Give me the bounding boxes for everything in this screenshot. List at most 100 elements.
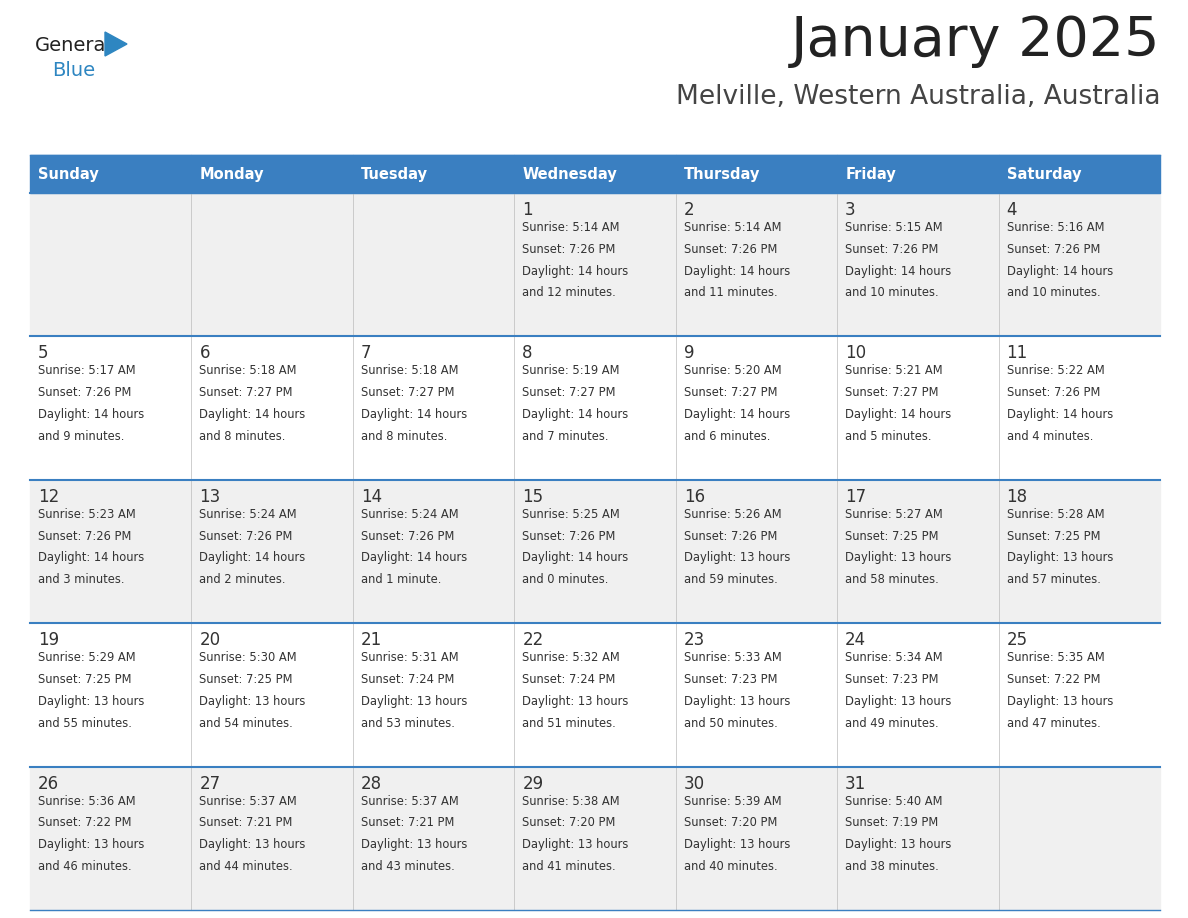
- Text: Daylight: 13 hours: Daylight: 13 hours: [361, 838, 467, 851]
- Text: Daylight: 13 hours: Daylight: 13 hours: [200, 695, 305, 708]
- Text: 24: 24: [845, 632, 866, 649]
- Text: and 2 minutes.: and 2 minutes.: [200, 573, 286, 587]
- Text: Sunset: 7:23 PM: Sunset: 7:23 PM: [845, 673, 939, 686]
- Bar: [30, 336, 191, 480]
- Text: 23: 23: [684, 632, 704, 649]
- Text: 15: 15: [523, 487, 543, 506]
- Text: and 40 minutes.: and 40 minutes.: [684, 860, 777, 873]
- Bar: [191, 193, 353, 336]
- Text: Daylight: 13 hours: Daylight: 13 hours: [684, 695, 790, 708]
- Text: Sunset: 7:24 PM: Sunset: 7:24 PM: [523, 673, 615, 686]
- Bar: [999, 623, 1159, 767]
- Bar: [676, 767, 838, 910]
- Text: Sunrise: 5:21 AM: Sunrise: 5:21 AM: [845, 364, 943, 377]
- Bar: [838, 623, 999, 767]
- Text: and 44 minutes.: and 44 minutes.: [200, 860, 293, 873]
- Text: and 51 minutes.: and 51 minutes.: [523, 717, 617, 730]
- Text: Sunset: 7:26 PM: Sunset: 7:26 PM: [38, 386, 132, 399]
- Text: Daylight: 13 hours: Daylight: 13 hours: [523, 838, 628, 851]
- Text: and 46 minutes.: and 46 minutes.: [38, 860, 132, 873]
- Text: and 12 minutes.: and 12 minutes.: [523, 286, 617, 299]
- Text: Sunrise: 5:16 AM: Sunrise: 5:16 AM: [1006, 221, 1104, 234]
- Text: Daylight: 14 hours: Daylight: 14 hours: [361, 408, 467, 421]
- Text: Sunset: 7:26 PM: Sunset: 7:26 PM: [523, 242, 615, 256]
- Text: Daylight: 14 hours: Daylight: 14 hours: [523, 408, 628, 421]
- Bar: [191, 767, 353, 910]
- Text: Sunrise: 5:33 AM: Sunrise: 5:33 AM: [684, 651, 782, 665]
- Text: Daylight: 13 hours: Daylight: 13 hours: [38, 838, 145, 851]
- Text: Sunrise: 5:24 AM: Sunrise: 5:24 AM: [200, 508, 297, 521]
- Text: 7: 7: [361, 344, 372, 363]
- Bar: [353, 193, 514, 336]
- Text: Friday: Friday: [845, 166, 896, 182]
- Text: 11: 11: [1006, 344, 1028, 363]
- Text: 29: 29: [523, 775, 543, 792]
- Text: Sunday: Sunday: [38, 166, 99, 182]
- Text: and 8 minutes.: and 8 minutes.: [200, 430, 286, 442]
- Bar: [514, 767, 676, 910]
- Text: Sunrise: 5:22 AM: Sunrise: 5:22 AM: [1006, 364, 1105, 377]
- Text: and 1 minute.: and 1 minute.: [361, 573, 441, 587]
- Text: General: General: [34, 36, 112, 55]
- Bar: [838, 336, 999, 480]
- Text: Daylight: 14 hours: Daylight: 14 hours: [684, 408, 790, 421]
- Text: Daylight: 14 hours: Daylight: 14 hours: [200, 408, 305, 421]
- Text: January 2025: January 2025: [790, 14, 1159, 68]
- Bar: [353, 767, 514, 910]
- Text: Sunset: 7:24 PM: Sunset: 7:24 PM: [361, 673, 454, 686]
- Bar: [676, 480, 838, 623]
- Text: Sunrise: 5:25 AM: Sunrise: 5:25 AM: [523, 508, 620, 521]
- Text: Sunset: 7:25 PM: Sunset: 7:25 PM: [38, 673, 132, 686]
- Text: Sunset: 7:26 PM: Sunset: 7:26 PM: [684, 242, 777, 256]
- Bar: [191, 623, 353, 767]
- Text: Daylight: 14 hours: Daylight: 14 hours: [523, 552, 628, 565]
- Text: Sunset: 7:21 PM: Sunset: 7:21 PM: [200, 816, 292, 829]
- Text: Daylight: 13 hours: Daylight: 13 hours: [845, 838, 952, 851]
- Text: and 55 minutes.: and 55 minutes.: [38, 717, 132, 730]
- Text: Sunset: 7:27 PM: Sunset: 7:27 PM: [523, 386, 615, 399]
- Text: 20: 20: [200, 632, 221, 649]
- Text: 27: 27: [200, 775, 221, 792]
- Text: and 3 minutes.: and 3 minutes.: [38, 573, 125, 587]
- Bar: [999, 193, 1159, 336]
- Bar: [838, 480, 999, 623]
- Text: Sunset: 7:26 PM: Sunset: 7:26 PM: [38, 530, 132, 543]
- Text: Sunrise: 5:24 AM: Sunrise: 5:24 AM: [361, 508, 459, 521]
- Text: Sunset: 7:25 PM: Sunset: 7:25 PM: [845, 530, 939, 543]
- Bar: [30, 480, 191, 623]
- Bar: [191, 336, 353, 480]
- Text: Sunrise: 5:19 AM: Sunrise: 5:19 AM: [523, 364, 620, 377]
- Text: Sunrise: 5:26 AM: Sunrise: 5:26 AM: [684, 508, 782, 521]
- Bar: [676, 193, 838, 336]
- Text: and 8 minutes.: and 8 minutes.: [361, 430, 447, 442]
- Bar: [514, 155, 676, 193]
- Text: and 9 minutes.: and 9 minutes.: [38, 430, 125, 442]
- Text: 13: 13: [200, 487, 221, 506]
- Text: Sunset: 7:26 PM: Sunset: 7:26 PM: [361, 530, 454, 543]
- Text: Sunset: 7:26 PM: Sunset: 7:26 PM: [200, 530, 292, 543]
- Bar: [353, 480, 514, 623]
- Bar: [838, 767, 999, 910]
- Text: 22: 22: [523, 632, 544, 649]
- Text: Daylight: 13 hours: Daylight: 13 hours: [845, 552, 952, 565]
- Text: Daylight: 14 hours: Daylight: 14 hours: [200, 552, 305, 565]
- Text: Sunset: 7:26 PM: Sunset: 7:26 PM: [1006, 242, 1100, 256]
- Text: Thursday: Thursday: [684, 166, 760, 182]
- Text: Daylight: 14 hours: Daylight: 14 hours: [684, 264, 790, 277]
- Text: Daylight: 14 hours: Daylight: 14 hours: [38, 552, 144, 565]
- Text: Sunrise: 5:37 AM: Sunrise: 5:37 AM: [200, 795, 297, 808]
- Text: and 11 minutes.: and 11 minutes.: [684, 286, 777, 299]
- Polygon shape: [105, 32, 127, 56]
- Text: and 38 minutes.: and 38 minutes.: [845, 860, 939, 873]
- Bar: [999, 155, 1159, 193]
- Text: 31: 31: [845, 775, 866, 792]
- Text: 1: 1: [523, 201, 533, 219]
- Text: Sunrise: 5:23 AM: Sunrise: 5:23 AM: [38, 508, 135, 521]
- Bar: [353, 623, 514, 767]
- Text: Sunrise: 5:34 AM: Sunrise: 5:34 AM: [845, 651, 943, 665]
- Text: 16: 16: [684, 487, 704, 506]
- Bar: [514, 336, 676, 480]
- Text: Sunrise: 5:32 AM: Sunrise: 5:32 AM: [523, 651, 620, 665]
- Text: 26: 26: [38, 775, 59, 792]
- Text: Sunrise: 5:20 AM: Sunrise: 5:20 AM: [684, 364, 782, 377]
